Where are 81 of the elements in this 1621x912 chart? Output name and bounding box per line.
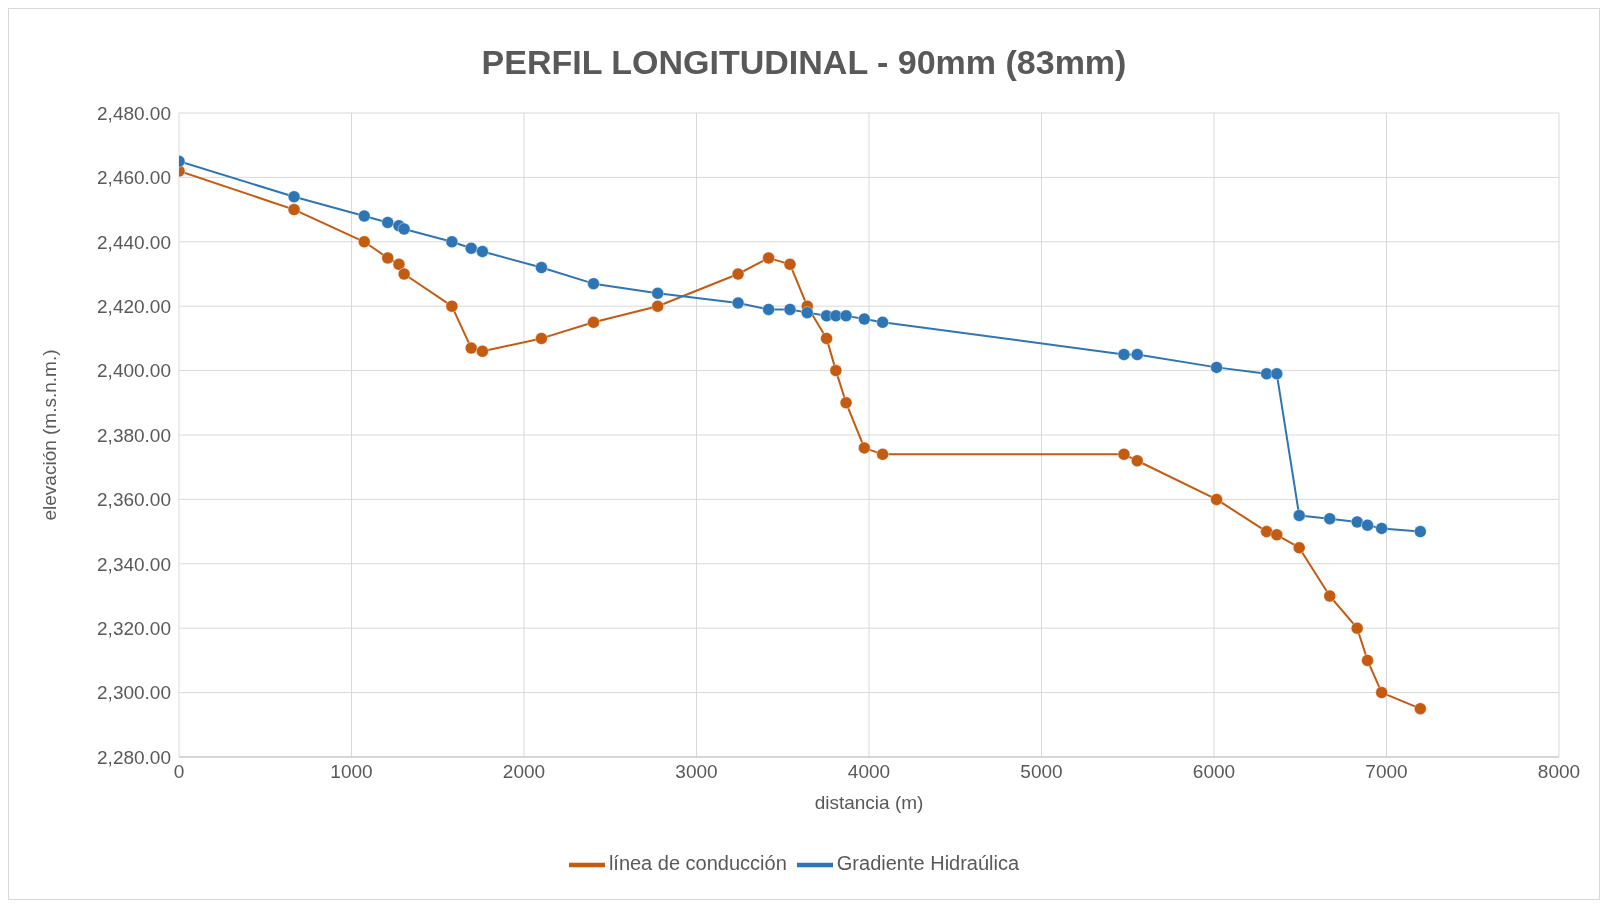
x-tick-label: 1000 [330, 761, 373, 783]
point [1270, 367, 1284, 381]
point [1292, 509, 1306, 522]
chart-title: PERFIL LONGITUDINAL - 90mm (83mm) [480, 42, 1128, 83]
point [820, 331, 834, 345]
point [651, 286, 665, 300]
x-axis-title: distancia (m) [814, 792, 924, 813]
point [857, 441, 871, 455]
point [397, 267, 411, 281]
y-tick-label: 2,460.00 [97, 167, 171, 189]
point [651, 299, 665, 313]
point [357, 209, 371, 223]
point [475, 244, 489, 258]
x-tick-label: 4000 [847, 761, 891, 783]
point [397, 222, 411, 236]
y-tick-label: 2,340.00 [97, 553, 171, 575]
point [783, 302, 797, 316]
x-tick-label: 0 [173, 761, 185, 783]
point [287, 203, 301, 217]
point [445, 235, 459, 249]
point [464, 241, 478, 255]
legend-label: línea de conducción [608, 852, 787, 875]
point [392, 257, 406, 271]
point [381, 215, 395, 229]
x-tick-label: 2000 [502, 761, 546, 783]
y-axis-title: elevación (m.s.n.m.) [38, 349, 60, 521]
point [783, 257, 797, 271]
point [1361, 518, 1375, 532]
point [357, 235, 371, 249]
point [1270, 528, 1284, 542]
y-tick-label: 2,380.00 [97, 424, 171, 446]
point [1117, 447, 1131, 461]
point [1117, 348, 1131, 361]
point [731, 267, 745, 281]
point [534, 261, 548, 275]
point [839, 309, 853, 323]
point [534, 331, 548, 345]
point [857, 312, 871, 326]
point [800, 306, 814, 320]
x-tick-label: 5000 [1020, 761, 1063, 783]
point [587, 277, 601, 291]
point [1210, 360, 1224, 374]
point [287, 190, 301, 204]
y-tick-label: 2,300.00 [97, 682, 171, 704]
point [464, 341, 478, 355]
point [839, 396, 853, 410]
point [587, 315, 601, 329]
point [1130, 348, 1144, 361]
point [762, 302, 776, 316]
point [876, 315, 890, 329]
point [829, 364, 843, 378]
y-tick-label: 2,360.00 [97, 489, 171, 511]
y-tick-label: 2,480.00 [97, 102, 171, 124]
y-tick-label: 2,400.00 [97, 360, 171, 382]
point [445, 299, 459, 313]
y-tick-label: 2,280.00 [97, 746, 171, 768]
y-tick-label: 2,420.00 [97, 295, 171, 317]
point [1361, 653, 1375, 667]
point [1375, 521, 1389, 535]
x-tick-label: 7000 [1365, 761, 1408, 783]
point [1413, 525, 1427, 539]
point [876, 447, 890, 461]
point [1350, 621, 1364, 635]
x-tick-label: 3000 [675, 761, 718, 783]
x-tick-label: 6000 [1192, 761, 1236, 783]
point [731, 296, 745, 310]
point [1130, 454, 1144, 468]
legend-label: Gradiente Hidraúlica [836, 852, 1020, 875]
point [381, 251, 395, 265]
point [1413, 702, 1427, 716]
point [1323, 589, 1337, 603]
point [1375, 686, 1389, 700]
point [475, 344, 489, 358]
x-tick-label: 8000 [1537, 761, 1581, 783]
point [1323, 512, 1337, 526]
point [1350, 515, 1364, 529]
point [1292, 541, 1306, 555]
y-tick-label: 2,320.00 [97, 617, 171, 639]
point [762, 251, 776, 265]
point [1210, 492, 1224, 506]
y-tick-label: 2,440.00 [97, 231, 171, 253]
